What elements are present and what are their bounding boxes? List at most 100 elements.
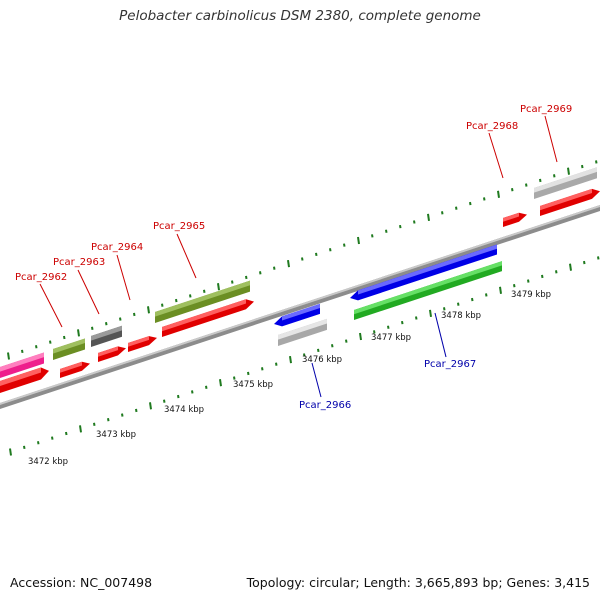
minor-tick (469, 201, 472, 206)
major-tick (7, 352, 10, 360)
leader-line (77, 269, 100, 315)
gene-red-2969[interactable] (540, 188, 600, 216)
minor-tick (21, 349, 24, 354)
minor-tick (583, 260, 586, 265)
leader-line (434, 312, 447, 358)
gene-label-pcar-2969[interactable]: Pcar_2969 (520, 104, 572, 115)
minor-tick (107, 417, 110, 422)
minor-tick (581, 164, 584, 169)
kbp-label: 3473 kbp (96, 430, 136, 440)
minor-tick (371, 234, 374, 238)
gene-label-pcar-2965[interactable]: Pcar_2965 (153, 221, 205, 232)
minor-tick (177, 394, 180, 399)
gene-blue-2967[interactable] (350, 244, 497, 301)
leader-line (544, 115, 558, 163)
minor-tick (135, 408, 138, 413)
minor-tick (259, 271, 262, 275)
minor-tick (203, 289, 206, 293)
gene-label-pcar-2968[interactable]: Pcar_2968 (466, 121, 518, 132)
kbp-label: 3472 kbp (28, 457, 68, 467)
major-tick (217, 283, 220, 291)
major-tick (567, 167, 570, 175)
gene-label-pcar-2964[interactable]: Pcar_2964 (91, 242, 143, 253)
minor-tick (455, 206, 458, 210)
lower-tick-row (9, 256, 600, 456)
minor-tick (399, 224, 402, 229)
minor-tick (373, 330, 376, 334)
major-tick (147, 306, 150, 314)
genome-stats-text: Topology: circular; Length: 3,665,893 bp… (246, 575, 590, 590)
minor-tick (553, 174, 556, 178)
minor-tick (317, 348, 320, 353)
minor-tick (91, 326, 94, 330)
gene-red-2968[interactable] (503, 212, 527, 227)
kbp-scale-labels: 3472 kbp 3473 kbp 3474 kbp 3475 kbp 3476… (28, 290, 551, 467)
minor-tick (233, 376, 236, 380)
minor-tick (331, 344, 334, 348)
minor-tick (51, 436, 54, 440)
major-tick (569, 263, 572, 271)
minor-tick (345, 339, 348, 343)
minor-tick (443, 307, 446, 311)
minor-tick (175, 298, 178, 303)
gene-olive-2962[interactable] (53, 338, 85, 360)
gene-label-pcar-2967[interactable]: Pcar_2967 (424, 359, 476, 370)
major-tick (77, 329, 80, 337)
gene-pink-feature[interactable] (0, 352, 44, 378)
gene-red-2965[interactable] (162, 299, 254, 337)
leader-line (488, 132, 504, 179)
minor-tick (119, 317, 122, 321)
gene-label-pcar-2963[interactable]: Pcar_2963 (53, 257, 105, 268)
gene-gray-2966[interactable] (278, 318, 327, 346)
leader-line (176, 233, 197, 279)
minor-tick (595, 160, 598, 164)
gene-gray-2969[interactable] (534, 167, 597, 199)
minor-tick (329, 248, 332, 252)
minor-tick (485, 293, 488, 297)
gene-red-left[interactable] (0, 367, 49, 393)
minor-tick (261, 367, 264, 371)
minor-tick (541, 274, 544, 279)
gene-label-pcar-2966[interactable]: Pcar_2966 (299, 400, 351, 411)
gene-gray-2963[interactable] (91, 325, 122, 347)
gene-olive-2965[interactable] (155, 280, 250, 323)
leader-line (39, 283, 63, 328)
minor-tick (415, 316, 418, 320)
minor-tick (205, 385, 208, 389)
minor-tick (133, 312, 136, 317)
gene-red-2964[interactable] (128, 336, 157, 352)
minor-tick (539, 178, 542, 183)
minor-tick (525, 183, 528, 187)
leader-line (311, 362, 322, 398)
accession-text: Accession: NC_007498 (10, 575, 153, 590)
minor-tick (483, 197, 486, 201)
major-tick (357, 236, 360, 245)
major-tick (149, 402, 152, 410)
minor-tick (231, 280, 234, 284)
gene-label-pcar-2962[interactable]: Pcar_2962 (15, 272, 67, 283)
major-tick (359, 332, 362, 341)
gene-red-2962[interactable] (60, 361, 90, 378)
minor-tick (161, 303, 164, 307)
minor-tick (527, 279, 530, 283)
minor-tick (401, 320, 404, 325)
gene-green-2967[interactable] (354, 261, 502, 320)
kbp-label: 3474 kbp (164, 405, 204, 415)
minor-tick (471, 297, 474, 302)
major-tick (289, 355, 292, 364)
minor-tick (555, 270, 558, 274)
minor-tick (413, 220, 416, 224)
minor-tick (511, 188, 514, 192)
minor-tick (275, 362, 278, 366)
minor-tick (63, 335, 66, 340)
minor-tick (273, 266, 276, 270)
minor-tick (189, 294, 192, 298)
gene-red-2963[interactable] (98, 346, 126, 362)
leader-line (116, 254, 131, 301)
kbp-label: 3477 kbp (371, 333, 411, 343)
map-title: Pelobacter carbinolicus DSM 2380, comple… (119, 8, 481, 24)
major-tick (287, 259, 290, 268)
gene-blue-2966[interactable] (274, 303, 320, 327)
genome-backbone (0, 205, 600, 409)
